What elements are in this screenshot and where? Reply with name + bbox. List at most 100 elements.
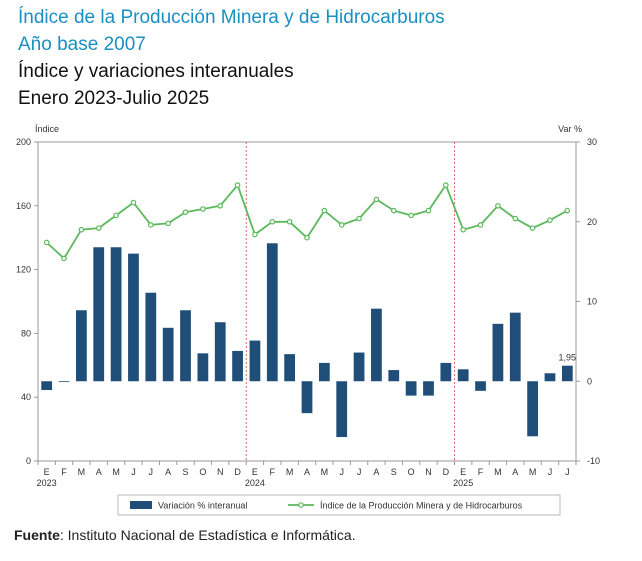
index-point — [373, 196, 380, 203]
index-point — [529, 225, 536, 231]
index-point — [495, 203, 501, 209]
x-category-label: E — [460, 467, 466, 477]
x-category-label: A — [96, 467, 102, 477]
bar-variacion — [41, 381, 53, 391]
data-label: 1,95 — [559, 353, 577, 363]
x-category-label: S — [391, 467, 397, 477]
x-category-label: M — [286, 467, 294, 477]
index-point — [477, 222, 484, 228]
left-tick-label: 80 — [21, 328, 31, 338]
index-point — [130, 199, 137, 206]
chart-subtitle-description: Índice y variaciones interanuales — [18, 61, 294, 82]
x-category-label: M — [112, 467, 120, 477]
x-category-label: A — [512, 467, 518, 477]
bar-variacion — [509, 312, 521, 382]
index-point — [564, 207, 571, 214]
x-category-label: M — [321, 467, 329, 477]
index-point — [547, 217, 553, 223]
index-point — [286, 218, 293, 225]
index-point — [425, 207, 432, 214]
index-point — [61, 255, 67, 262]
legend-line-marker — [298, 502, 304, 508]
index-point — [321, 207, 328, 214]
bar-variacion — [371, 308, 382, 382]
index-point — [43, 239, 50, 246]
bar-variacion — [353, 352, 365, 382]
x-category-label: D — [443, 467, 450, 477]
right-axis-title: Var % — [558, 124, 582, 134]
x-category-label: E — [44, 467, 50, 477]
x-category-label: A — [373, 467, 379, 477]
x-category-label: F — [270, 467, 276, 477]
left-tick-label: 200 — [16, 137, 31, 147]
source-text: : Instituto Nacional de Estadística e In… — [59, 527, 356, 543]
x-category-label: N — [217, 467, 224, 477]
bar-variacion — [180, 310, 191, 382]
x-year-label: 2025 — [453, 478, 473, 488]
right-tick-label: 30 — [587, 137, 597, 147]
bar-variacion — [544, 373, 556, 382]
x-category-label: F — [478, 467, 484, 477]
index-point — [460, 226, 466, 233]
index-point — [148, 222, 154, 228]
index-point — [443, 182, 449, 188]
index-point — [408, 212, 414, 219]
x-category-label: J — [339, 467, 344, 477]
bar-variacion — [388, 370, 400, 382]
x-category-label: N — [425, 467, 432, 477]
index-point — [338, 222, 345, 228]
bar-variacion — [145, 292, 157, 382]
x-category-label: J — [565, 467, 570, 477]
legend-bar-swatch — [130, 501, 152, 509]
bar-variacion — [475, 381, 486, 391]
x-category-label: M — [78, 467, 86, 477]
bar-variacion — [336, 381, 348, 438]
legend-bar-label: Variación % interanual — [158, 501, 247, 511]
bar-variacion — [301, 381, 313, 414]
bar-variacion — [527, 381, 538, 437]
bar-variacion — [249, 340, 261, 382]
bar-variacion — [110, 247, 122, 382]
index-point — [390, 207, 397, 214]
index-point — [200, 206, 206, 212]
right-tick-label: -10 — [587, 456, 600, 466]
bar-variacion — [232, 350, 243, 382]
x-category-label: E — [252, 467, 258, 477]
left-tick-label: 0 — [26, 456, 31, 466]
index-point — [165, 220, 171, 227]
index-point — [512, 215, 519, 222]
x-year-label: 2024 — [245, 478, 265, 488]
bar-variacion — [76, 310, 87, 382]
index-point — [182, 209, 189, 215]
x-category-label: S — [183, 467, 189, 477]
x-category-label: D — [234, 467, 241, 477]
x-category-label: O — [199, 467, 206, 477]
index-point — [78, 226, 85, 233]
index-point — [304, 234, 310, 241]
right-tick-label: 0 — [587, 376, 592, 386]
left-tick-label: 120 — [16, 265, 31, 275]
bar-variacion — [162, 327, 174, 382]
index-point — [234, 182, 241, 188]
bar-variacion — [492, 323, 504, 382]
index-point — [356, 215, 362, 222]
x-category-label: J — [149, 467, 154, 477]
bar-variacion — [93, 247, 105, 382]
x-category-label: J — [131, 467, 136, 477]
left-tick-label: 160 — [16, 201, 31, 211]
bar-variacion — [214, 322, 226, 382]
bar-variacion — [423, 381, 434, 396]
x-year-label: 2023 — [37, 478, 57, 488]
index-point — [95, 225, 102, 231]
bar-variacion — [128, 253, 139, 382]
index-point — [269, 218, 276, 225]
x-category-label: F — [61, 467, 67, 477]
bar-variacion — [197, 353, 209, 382]
bar-variacion — [266, 243, 278, 382]
bar-variacion — [457, 369, 469, 382]
chart-title: Índice de la Producción Minera y de Hidr… — [18, 7, 445, 28]
bar-variacion — [440, 362, 452, 382]
bar-variacion — [405, 381, 417, 396]
x-category-label: A — [165, 467, 171, 477]
